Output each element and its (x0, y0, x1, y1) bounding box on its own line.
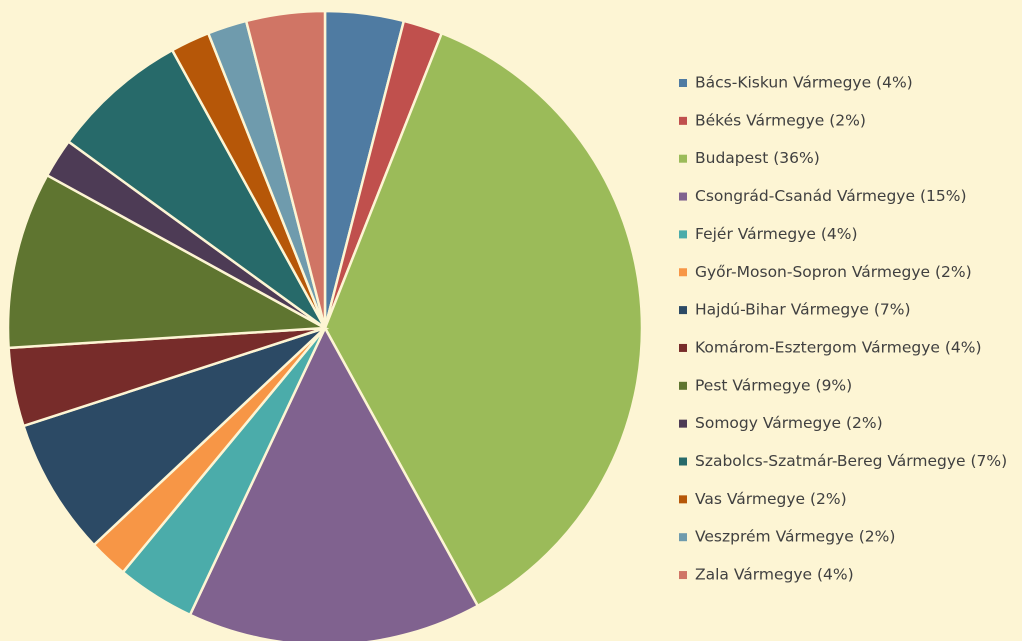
legend-swatch (679, 268, 687, 277)
legend-swatch (679, 495, 687, 504)
pie-slice (188, 325, 480, 641)
legend-label: Hajdú-Bihar Vármegye (7%) (695, 301, 911, 319)
legend-label: Pest Vármegye (9%) (695, 376, 852, 394)
legend-label: Zala Vármegye (4%) (695, 566, 854, 584)
legend-label: Szabolcs-Szatmár-Bereg Vármegye (7%) (695, 452, 1007, 470)
legend-swatch (679, 457, 687, 466)
legend-swatch (679, 79, 687, 87)
legend-label: Veszprém Vármegye (2%) (695, 528, 895, 546)
legend-swatch (679, 192, 687, 201)
legend-label: Bács-Kiskun Vármegye (4%) (695, 74, 913, 92)
legend-swatch (679, 306, 687, 315)
legend-label: Győr-Moson-Sopron Vármegye (2%) (695, 263, 972, 281)
legend-label: Békés Vármegye (2%) (695, 111, 866, 129)
pie-slice (6, 173, 330, 350)
pie-slice (21, 326, 326, 547)
legend-label: Komárom-Esztergom Vármegye (4%) (695, 338, 982, 356)
legend-label: Somogy Vármegye (2%) (695, 414, 883, 432)
legend-label: Budapest (36%) (695, 149, 820, 167)
legend-label: Fejér Vármegye (4%) (695, 225, 858, 243)
legend-swatch (679, 116, 687, 125)
legend-label: Csongrád-Csanád Vármegye (15%) (695, 187, 967, 205)
legend-swatch (679, 419, 687, 428)
legend-swatch (679, 533, 687, 542)
legend-swatch (679, 381, 687, 390)
legend-swatch (679, 154, 687, 163)
pie-slice (244, 9, 327, 329)
pie-slice (66, 48, 327, 330)
legend-swatch (679, 571, 687, 580)
legend-swatch (679, 343, 687, 352)
pie-slice (323, 31, 644, 608)
legend-swatch (679, 230, 687, 239)
legend-label: Vas Vármegye (2%) (695, 490, 847, 508)
